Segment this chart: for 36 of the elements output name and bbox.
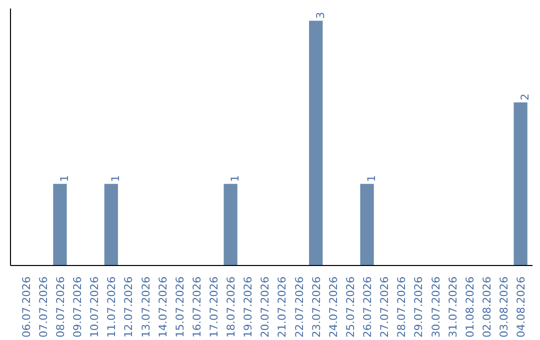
- data-label: 1: [365, 175, 378, 182]
- x-tick-label: 28.07.2026: [395, 276, 408, 338]
- x-tick-label: 06.07.2026: [20, 276, 33, 338]
- x-tick-label: 26.07.2026: [361, 276, 374, 338]
- x-tick-label: 11.07.2026: [105, 276, 118, 338]
- x-tick-label: 07.07.2026: [36, 276, 50, 338]
- x-tick-label: 20.07.2026: [258, 276, 272, 338]
- x-tick-label: 29.07.2026: [412, 276, 426, 338]
- x-tick-label: 01.08.2026: [463, 276, 476, 338]
- data-label: 3: [314, 12, 327, 19]
- data-label: 1: [58, 175, 71, 182]
- x-tick-label: 12.07.2026: [122, 276, 136, 338]
- x-tick-label: 17.07.2026: [208, 276, 220, 338]
- data-label: 1: [109, 175, 122, 182]
- x-tick-label: 08.07.2026: [54, 276, 67, 338]
- data-label: 1: [228, 175, 242, 182]
- x-tick-label: 09.07.2026: [71, 276, 84, 338]
- x-tick-label: 31.07.2026: [446, 276, 460, 338]
- x-tick-label: 18.07.2026: [224, 276, 238, 338]
- x-tick-label: 13.07.2026: [139, 276, 152, 338]
- x-tick-label: 27.07.2026: [378, 276, 392, 338]
- x-tick-label: 04.08.2026: [514, 276, 528, 338]
- x-tick-label: 25.07.2026: [344, 276, 357, 338]
- x-tick-label: 03.08.2026: [498, 276, 510, 338]
- x-tick-label: 02.08.2026: [480, 276, 494, 338]
- x-tick-label: 15.07.2026: [173, 276, 186, 338]
- x-tick-label: 16.07.2026: [190, 276, 204, 338]
- x-tick-label: 10.07.2026: [88, 276, 102, 338]
- x-tick-label: 30.07.2026: [429, 276, 442, 338]
- x-tick-label: 22.07.2026: [292, 276, 306, 338]
- x-tick-label: 24.07.2026: [326, 276, 340, 338]
- x-tick-label: 23.07.2026: [310, 276, 323, 338]
- x-tick-label: 21.07.2026: [276, 276, 289, 338]
- x-tick-label: 19.07.2026: [242, 276, 255, 338]
- x-tick-label: 14.07.2026: [156, 276, 170, 338]
- data-label: 2: [518, 94, 532, 100]
